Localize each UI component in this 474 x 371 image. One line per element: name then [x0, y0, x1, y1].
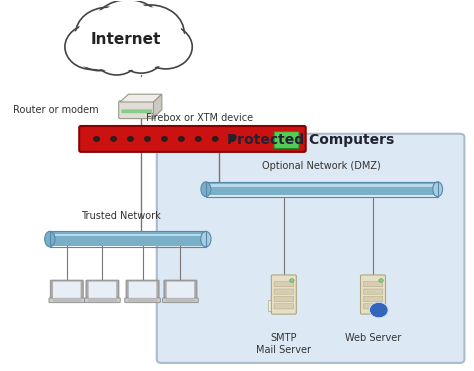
Circle shape — [161, 136, 167, 141]
FancyBboxPatch shape — [121, 109, 152, 113]
Circle shape — [78, 9, 137, 59]
Circle shape — [118, 36, 164, 73]
Circle shape — [178, 136, 184, 141]
FancyBboxPatch shape — [50, 233, 206, 246]
Ellipse shape — [201, 182, 211, 197]
FancyBboxPatch shape — [363, 282, 383, 287]
FancyBboxPatch shape — [361, 275, 385, 314]
Circle shape — [77, 34, 121, 70]
FancyBboxPatch shape — [50, 234, 206, 236]
Circle shape — [212, 136, 219, 141]
FancyBboxPatch shape — [50, 280, 83, 300]
Text: Web Server: Web Server — [345, 334, 401, 343]
FancyBboxPatch shape — [85, 298, 120, 303]
FancyBboxPatch shape — [157, 134, 465, 363]
Circle shape — [128, 136, 134, 141]
Circle shape — [145, 136, 151, 141]
FancyBboxPatch shape — [63, 29, 188, 65]
Text: Trusted Network: Trusted Network — [81, 211, 161, 221]
Circle shape — [119, 7, 182, 59]
Circle shape — [116, 5, 184, 62]
Circle shape — [94, 37, 139, 75]
Polygon shape — [120, 94, 162, 102]
FancyBboxPatch shape — [274, 289, 294, 294]
Text: Protected Computers: Protected Computers — [227, 133, 394, 147]
FancyBboxPatch shape — [206, 184, 438, 187]
FancyBboxPatch shape — [274, 132, 299, 148]
Circle shape — [79, 36, 119, 69]
Circle shape — [379, 279, 383, 282]
Circle shape — [95, 2, 161, 57]
Circle shape — [141, 27, 190, 67]
Text: Router or modem: Router or modem — [13, 105, 99, 115]
Circle shape — [229, 136, 235, 141]
FancyBboxPatch shape — [206, 183, 438, 196]
Ellipse shape — [45, 232, 55, 247]
Circle shape — [67, 26, 117, 68]
FancyBboxPatch shape — [363, 296, 383, 302]
FancyBboxPatch shape — [89, 282, 116, 298]
FancyBboxPatch shape — [274, 304, 294, 309]
FancyBboxPatch shape — [363, 304, 383, 309]
Circle shape — [369, 302, 388, 318]
Text: Internet: Internet — [91, 32, 161, 47]
FancyBboxPatch shape — [363, 289, 383, 294]
FancyBboxPatch shape — [269, 301, 282, 312]
Ellipse shape — [433, 182, 443, 197]
FancyBboxPatch shape — [86, 280, 119, 300]
FancyBboxPatch shape — [163, 298, 198, 303]
FancyBboxPatch shape — [206, 183, 438, 196]
FancyBboxPatch shape — [125, 298, 160, 303]
Polygon shape — [154, 94, 162, 118]
FancyBboxPatch shape — [164, 280, 197, 300]
Text: SMTP
Mail Server: SMTP Mail Server — [256, 334, 311, 355]
Circle shape — [96, 39, 137, 73]
Text: Optional Network (DMZ): Optional Network (DMZ) — [263, 161, 381, 171]
FancyBboxPatch shape — [53, 282, 81, 298]
Circle shape — [139, 25, 192, 69]
Circle shape — [93, 136, 100, 141]
Circle shape — [110, 136, 117, 141]
FancyBboxPatch shape — [129, 282, 156, 298]
FancyBboxPatch shape — [50, 233, 206, 246]
Circle shape — [92, 0, 164, 59]
FancyBboxPatch shape — [272, 275, 296, 314]
Circle shape — [120, 37, 162, 72]
Circle shape — [65, 24, 119, 69]
Circle shape — [75, 7, 140, 61]
FancyBboxPatch shape — [79, 126, 306, 152]
FancyBboxPatch shape — [274, 282, 294, 287]
FancyBboxPatch shape — [49, 298, 84, 303]
Ellipse shape — [201, 232, 211, 247]
FancyBboxPatch shape — [274, 296, 294, 302]
Text: Firebox or XTM device: Firebox or XTM device — [146, 114, 253, 124]
FancyBboxPatch shape — [126, 280, 159, 300]
Circle shape — [195, 136, 201, 141]
Circle shape — [290, 279, 294, 282]
FancyBboxPatch shape — [167, 282, 194, 298]
FancyBboxPatch shape — [118, 101, 155, 119]
